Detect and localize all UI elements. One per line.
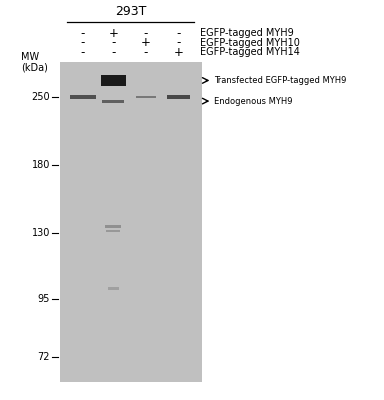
- Text: -: -: [144, 27, 148, 40]
- Text: 95: 95: [38, 294, 50, 304]
- Text: EGFP-tagged MYH9: EGFP-tagged MYH9: [200, 28, 293, 38]
- Text: -: -: [80, 36, 85, 49]
- Bar: [70, 95, 96, 99]
- Bar: [101, 75, 126, 86]
- Text: EGFP-tagged MYH10: EGFP-tagged MYH10: [200, 38, 300, 48]
- Text: MW: MW: [21, 52, 39, 62]
- Text: -: -: [80, 27, 85, 40]
- Text: -: -: [144, 46, 148, 59]
- Bar: [60, 62, 202, 382]
- Bar: [136, 96, 156, 98]
- Text: 293T: 293T: [115, 5, 146, 18]
- Text: -: -: [80, 46, 85, 59]
- Bar: [108, 287, 119, 290]
- Text: -: -: [111, 36, 116, 49]
- Text: -: -: [111, 46, 116, 59]
- Text: +: +: [141, 36, 151, 49]
- Text: -: -: [176, 36, 181, 49]
- Text: 72: 72: [37, 352, 50, 362]
- Bar: [102, 100, 124, 103]
- Text: (kDa): (kDa): [21, 62, 48, 72]
- Bar: [106, 225, 121, 228]
- Text: +: +: [108, 27, 118, 40]
- Text: EGFP-tagged MYH14: EGFP-tagged MYH14: [200, 47, 300, 57]
- Text: +: +: [174, 46, 184, 59]
- Bar: [106, 230, 121, 232]
- Text: 180: 180: [31, 160, 50, 170]
- Text: 130: 130: [31, 228, 50, 238]
- Text: -: -: [176, 27, 181, 40]
- Text: Transfected EGFP-tagged MYH9: Transfected EGFP-tagged MYH9: [214, 76, 347, 85]
- Bar: [167, 95, 190, 99]
- Text: 250: 250: [31, 92, 50, 102]
- Text: Endogenous MYH9: Endogenous MYH9: [214, 96, 293, 106]
